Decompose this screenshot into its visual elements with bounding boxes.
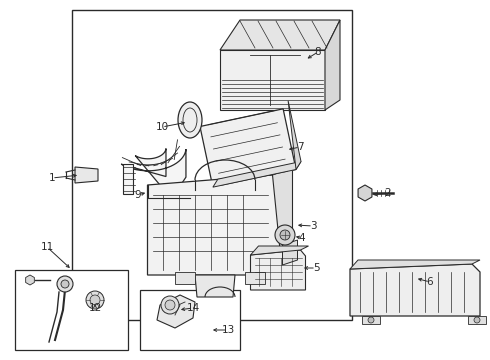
Text: 14: 14 <box>186 303 199 313</box>
Text: 9: 9 <box>135 190 141 200</box>
Text: 2: 2 <box>385 188 392 198</box>
Text: 6: 6 <box>427 277 433 287</box>
Text: 13: 13 <box>221 325 235 335</box>
Ellipse shape <box>57 276 73 292</box>
Text: 4: 4 <box>299 233 305 243</box>
Text: 8: 8 <box>315 47 321 57</box>
Ellipse shape <box>165 300 175 310</box>
Ellipse shape <box>61 280 69 288</box>
Polygon shape <box>358 185 372 201</box>
Ellipse shape <box>275 225 295 245</box>
Ellipse shape <box>90 295 100 305</box>
Polygon shape <box>75 167 98 183</box>
Text: 11: 11 <box>40 242 53 252</box>
Polygon shape <box>250 246 309 255</box>
Polygon shape <box>325 20 340 110</box>
Text: 12: 12 <box>88 303 101 313</box>
Bar <box>140 290 240 350</box>
Bar <box>72 10 352 320</box>
Polygon shape <box>25 275 34 285</box>
Text: 1: 1 <box>49 173 55 183</box>
Polygon shape <box>147 175 283 275</box>
Polygon shape <box>350 260 480 269</box>
Bar <box>245 272 265 284</box>
Polygon shape <box>220 20 340 50</box>
Ellipse shape <box>178 102 202 138</box>
Polygon shape <box>288 101 301 170</box>
Ellipse shape <box>280 230 290 240</box>
Polygon shape <box>200 109 296 187</box>
Ellipse shape <box>86 291 104 309</box>
Text: 7: 7 <box>296 142 303 152</box>
Polygon shape <box>250 250 305 290</box>
Polygon shape <box>121 149 186 211</box>
Bar <box>362 316 380 324</box>
Bar <box>468 316 486 324</box>
Text: 10: 10 <box>155 122 169 132</box>
Polygon shape <box>157 295 195 328</box>
Ellipse shape <box>474 317 480 323</box>
Text: 3: 3 <box>310 221 317 231</box>
Bar <box>175 272 195 284</box>
Polygon shape <box>195 275 235 297</box>
Polygon shape <box>272 167 293 275</box>
Polygon shape <box>220 50 325 110</box>
Polygon shape <box>123 164 133 194</box>
Text: 5: 5 <box>313 263 319 273</box>
Polygon shape <box>213 162 301 187</box>
Ellipse shape <box>161 296 179 314</box>
Ellipse shape <box>368 317 374 323</box>
Polygon shape <box>350 264 480 316</box>
Polygon shape <box>283 240 297 265</box>
Bar <box>15 270 128 350</box>
